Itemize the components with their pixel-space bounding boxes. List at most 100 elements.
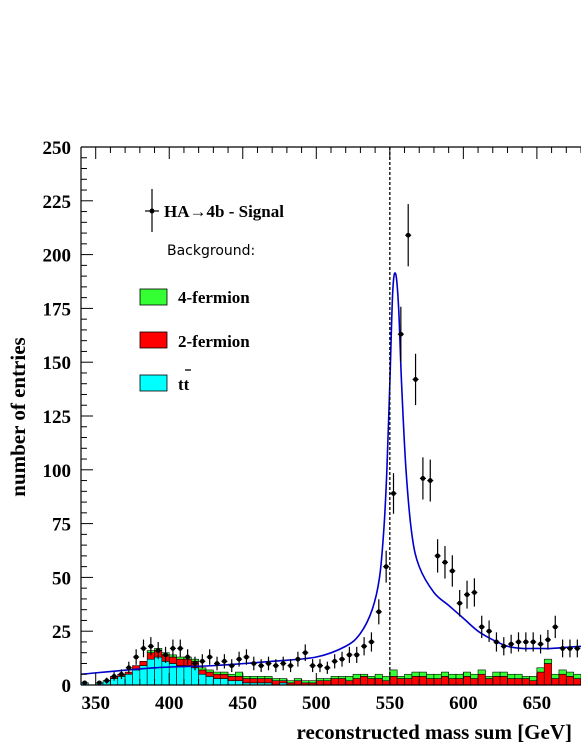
four-fermion-bar (507, 673, 516, 679)
two-fermion-bar (455, 678, 464, 686)
four-fermion-bar (330, 676, 339, 679)
data-point (133, 654, 139, 660)
data-point (155, 648, 161, 653)
data-point (435, 553, 441, 559)
two-fermion-bar (426, 678, 435, 686)
two-fermion-bar (315, 680, 324, 686)
four-fermion-bar (440, 671, 449, 677)
legend-ttbar-label: tt (178, 375, 190, 394)
data-point (479, 624, 485, 630)
two-fermion-bar (257, 678, 266, 684)
two-fermion-bar (293, 680, 302, 686)
y-tick-label: 225 (43, 192, 72, 213)
two-fermion-bar (345, 680, 354, 686)
data-point (236, 656, 242, 662)
two-fermion-bar (139, 661, 148, 666)
legend-2fermion-swatch (139, 331, 168, 349)
four-fermion-bar (433, 673, 442, 679)
data-point (192, 661, 198, 666)
data-point (552, 624, 558, 630)
two-fermion-bar (404, 678, 413, 686)
y-tick-label: 75 (52, 515, 71, 536)
two-fermion-bar (352, 678, 361, 686)
two-fermion-bar (279, 680, 288, 684)
y-tick-label: 100 (43, 461, 72, 482)
y-tick-label: 150 (43, 353, 72, 374)
two-fermion-bar (507, 678, 516, 686)
ttbar-bar (190, 667, 199, 686)
two-fermion-bar (514, 678, 523, 686)
four-fermion-bar (242, 676, 251, 679)
data-point (310, 663, 316, 669)
legend-ttbar-swatch (139, 374, 168, 392)
four-fermion-bar (301, 680, 310, 684)
two-fermion-bar (271, 680, 280, 686)
two-fermion-bar (433, 678, 442, 686)
data-point (567, 646, 573, 651)
data-point (369, 639, 374, 645)
ttbar-bar (235, 680, 244, 686)
axis-tick-labels: 0 25 50 75 100 125 150 175 200 225 250 350 400 450 500… (43, 138, 581, 714)
two-fermion-bar (205, 671, 214, 677)
x-tick-label: 500 (302, 693, 331, 714)
data-point (229, 663, 235, 669)
legend-background-title: Background: (167, 243, 255, 259)
four-fermion-bar (514, 673, 523, 679)
four-fermion-bar (477, 669, 486, 675)
data-point (346, 652, 352, 658)
data-point (288, 663, 293, 669)
two-fermion-bar (573, 678, 581, 686)
data-points (81, 204, 581, 686)
x-tick-label: 600 (449, 693, 478, 714)
two-fermion-bar (565, 676, 574, 686)
four-fermion-bar (565, 671, 574, 677)
data-point (391, 491, 396, 496)
two-fermion-bar (463, 676, 472, 686)
four-fermion-bar (360, 673, 369, 677)
x-tick-label: 550 (376, 693, 405, 714)
four-fermion-bar (529, 676, 538, 681)
four-fermion-bar (286, 680, 295, 684)
four-fermion-bar (463, 671, 472, 677)
data-point (354, 652, 360, 658)
four-fermion-bar (213, 671, 222, 675)
data-point (163, 652, 168, 658)
data-point (538, 641, 543, 647)
two-fermion-bar (440, 676, 449, 686)
two-fermion-bar (448, 678, 457, 686)
data-point (457, 600, 463, 606)
y-tick-label: 50 (52, 568, 71, 589)
four-fermion-bar (293, 678, 302, 681)
data-point (119, 671, 124, 677)
two-fermion-bar (558, 673, 567, 686)
data-point (339, 656, 345, 662)
x-tick-label: 350 (81, 693, 110, 714)
data-point (442, 559, 448, 565)
four-fermion-bar (485, 676, 494, 679)
four-fermion-bar (315, 678, 324, 681)
data-point (177, 646, 183, 651)
y-axis-label: number of entries (6, 337, 30, 496)
four-fermion-bar (389, 669, 398, 677)
y-tick-label: 25 (52, 622, 71, 643)
x-tick-label: 450 (229, 693, 258, 714)
two-fermion-bar (220, 673, 229, 679)
signal-fit-curve (80, 272, 581, 676)
two-fermion-bar (264, 678, 273, 684)
four-fermion-bar (249, 676, 258, 679)
four-fermion-bar (499, 671, 508, 677)
four-fermion-bar (338, 676, 347, 679)
data-point (148, 643, 154, 649)
data-point (383, 564, 389, 570)
two-fermion-bar (396, 678, 405, 686)
four-fermion-bar (176, 656, 185, 660)
four-fermion-bar (551, 673, 560, 679)
four-fermion-bar (418, 671, 427, 677)
two-fermion-bar (499, 676, 508, 686)
two-fermion-bar (551, 678, 560, 686)
four-fermion-bar (264, 676, 273, 679)
y-tick-label: 0 (62, 676, 72, 697)
four-fermion-bar (220, 671, 229, 675)
data-point (185, 654, 191, 660)
two-fermion-bar (176, 658, 185, 666)
